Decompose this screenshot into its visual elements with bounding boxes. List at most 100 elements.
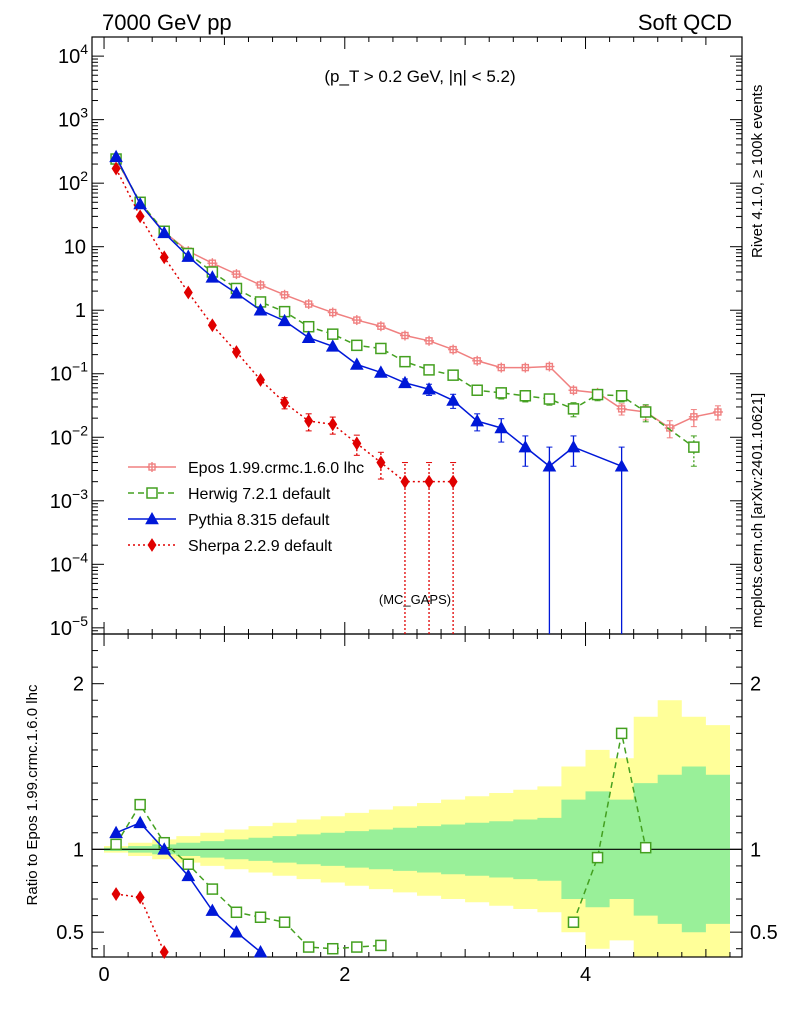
ratio-point-pythia (157, 842, 172, 855)
lower-ytick-label: 2 (73, 674, 84, 696)
point-sherpa (231, 345, 241, 359)
point-pythia (349, 357, 364, 370)
upper-ytick-label: 103 (58, 105, 88, 132)
upper-ytick-label: 104 (58, 41, 88, 68)
point-pythia (325, 339, 340, 352)
ratio-pythia (109, 815, 268, 958)
ratio-ylabel: Ratio to Epos 1.99.crmc.1.6.0 lhc (24, 684, 41, 905)
header-right: Soft QCD (638, 10, 732, 35)
ratio-point-herwig (302, 941, 315, 953)
ratio-point-herwig (326, 942, 339, 955)
point-herwig (591, 388, 604, 401)
upper-ytick-label: 10−3 (50, 486, 88, 513)
lower-ytick-label: 0.5 (56, 922, 84, 944)
lower-ytick-label-right: 2 (750, 674, 761, 696)
lower-ytick-label: 1 (73, 839, 84, 861)
point-pythia (253, 303, 268, 316)
point-pythia (422, 382, 436, 395)
ratio-point-sherpa (111, 887, 121, 901)
point-sherpa (448, 474, 458, 489)
cut-label: (p_T > 0.2 GeV, |η| < 5.2) (324, 67, 515, 86)
analysis-label: (MC_GAPS) (379, 592, 451, 607)
point-herwig (423, 364, 435, 376)
side-label-bottom: mcplots.cern.ch [arXiv:2401.10621] (749, 393, 766, 628)
upper-ytick-label: 1 (75, 300, 86, 322)
ratio-point-herwig (591, 851, 604, 864)
point-pythia (542, 459, 557, 472)
upper-series (109, 149, 723, 634)
upper-ytick-label: 102 (58, 168, 88, 195)
point-herwig (615, 390, 628, 402)
ratio-point-herwig (567, 916, 580, 928)
point-sherpa (111, 161, 121, 176)
point-sherpa (207, 318, 217, 333)
legend-label: Pythia 8.315 default (188, 512, 330, 529)
point-pythia (494, 420, 509, 434)
ratio-point-herwig (351, 941, 363, 953)
point-pythia (229, 286, 244, 299)
point-sherpa (376, 455, 386, 470)
series-sherpa (111, 161, 458, 634)
point-herwig (351, 339, 363, 352)
point-pythia (470, 414, 485, 427)
upper-ytick-label: 10 (64, 237, 86, 259)
ratio-point-pythia (133, 815, 147, 829)
ratio-point-herwig (206, 883, 219, 895)
point-pythia (301, 330, 316, 343)
ratio-point-herwig (278, 916, 291, 928)
ratio-point-herwig (230, 906, 243, 919)
ratio-point-herwig (182, 858, 195, 870)
series-line-pythia (115, 156, 622, 468)
lower-ytick-label-right: 0.5 (750, 922, 778, 944)
legend-marker (146, 487, 158, 499)
point-herwig (447, 369, 459, 381)
legend-label: Herwig 7.2.1 default (188, 486, 331, 503)
header-left: 7000 GeV pp (102, 10, 232, 35)
legend-label: Sherpa 2.2.9 default (188, 538, 333, 555)
point-pythia (566, 440, 581, 453)
point-pythia (205, 270, 220, 283)
point-herwig (375, 342, 387, 355)
point-pythia (374, 365, 388, 378)
ratio-point-pythia (181, 868, 196, 882)
point-herwig (519, 390, 532, 402)
legend-marker (145, 511, 159, 525)
ratio-point-herwig (615, 727, 628, 740)
ratio-point-herwig (134, 798, 146, 811)
point-herwig (399, 355, 411, 368)
ratio-point-sherpa (135, 890, 145, 905)
point-herwig (495, 387, 508, 399)
ratio-point-pythia (109, 825, 123, 839)
point-sherpa (328, 417, 338, 432)
series-pythia (109, 149, 629, 634)
ratio-point-herwig (375, 939, 387, 952)
legend-label: Epos 1.99.crmc.1.6.0 lhc (188, 460, 364, 477)
ratio-point-herwig (254, 911, 267, 923)
side-label-top: Rivet 4.1.0, ≥ 100k events (749, 85, 766, 258)
xtick-label: 4 (580, 964, 591, 986)
point-herwig (471, 384, 483, 396)
point-sherpa (280, 395, 290, 410)
ratio-line (572, 733, 647, 923)
upper-ytick-label: 10−5 (50, 613, 88, 640)
point-pythia (109, 149, 123, 163)
point-pythia (277, 313, 292, 327)
series-line-herwig (115, 158, 695, 448)
series-herwig (110, 153, 700, 467)
ratio-point-herwig (110, 838, 122, 851)
lower-series (109, 727, 652, 959)
point-pythia (446, 393, 460, 406)
legend-marker (147, 538, 157, 552)
point-pythia (614, 459, 629, 472)
ratio-point-pythia (205, 903, 220, 916)
ratio-uncertainty-band (104, 700, 730, 957)
point-herwig (567, 403, 580, 415)
point-sherpa (424, 474, 434, 489)
point-pythia (181, 249, 196, 262)
point-sherpa (400, 474, 410, 489)
point-pythia (157, 225, 172, 239)
point-pythia (518, 440, 533, 453)
ratio-point-sherpa (159, 945, 169, 959)
